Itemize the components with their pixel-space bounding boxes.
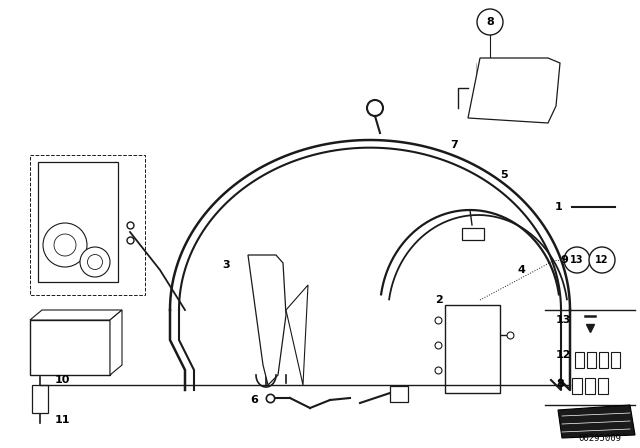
Circle shape xyxy=(589,247,615,273)
Polygon shape xyxy=(248,255,286,385)
Text: 12: 12 xyxy=(556,350,572,360)
Bar xyxy=(572,378,582,394)
Circle shape xyxy=(80,247,110,277)
Text: 12: 12 xyxy=(595,255,609,265)
Polygon shape xyxy=(110,310,122,375)
Bar xyxy=(462,228,484,240)
Bar xyxy=(598,378,608,394)
Bar xyxy=(30,320,110,375)
Bar xyxy=(445,305,500,393)
Text: 7: 7 xyxy=(450,140,458,150)
Text: 9: 9 xyxy=(560,255,568,265)
Bar xyxy=(585,378,595,394)
Bar xyxy=(390,386,408,402)
Circle shape xyxy=(367,100,383,116)
Text: 11: 11 xyxy=(55,415,70,425)
Bar xyxy=(599,352,608,368)
Bar xyxy=(575,352,584,368)
Text: 1: 1 xyxy=(555,202,563,212)
Text: 2: 2 xyxy=(435,295,443,305)
Bar xyxy=(611,352,620,368)
Text: 13: 13 xyxy=(570,255,584,265)
Polygon shape xyxy=(468,58,560,123)
Polygon shape xyxy=(286,285,308,385)
Polygon shape xyxy=(30,310,122,320)
Circle shape xyxy=(477,9,503,35)
Text: 13: 13 xyxy=(556,315,572,325)
Bar xyxy=(32,385,48,413)
Text: 8: 8 xyxy=(556,379,564,389)
Circle shape xyxy=(564,247,590,273)
Circle shape xyxy=(54,234,76,256)
Circle shape xyxy=(88,254,102,270)
Text: 6: 6 xyxy=(250,395,258,405)
Polygon shape xyxy=(558,405,635,438)
Text: 3: 3 xyxy=(222,260,230,270)
Text: 8: 8 xyxy=(486,17,494,27)
Text: 00295009: 00295009 xyxy=(579,434,621,443)
Circle shape xyxy=(43,223,87,267)
Bar xyxy=(38,162,118,282)
Text: 5: 5 xyxy=(500,170,508,180)
Text: 10: 10 xyxy=(54,375,70,385)
Text: 4: 4 xyxy=(517,265,525,275)
Bar xyxy=(587,352,596,368)
